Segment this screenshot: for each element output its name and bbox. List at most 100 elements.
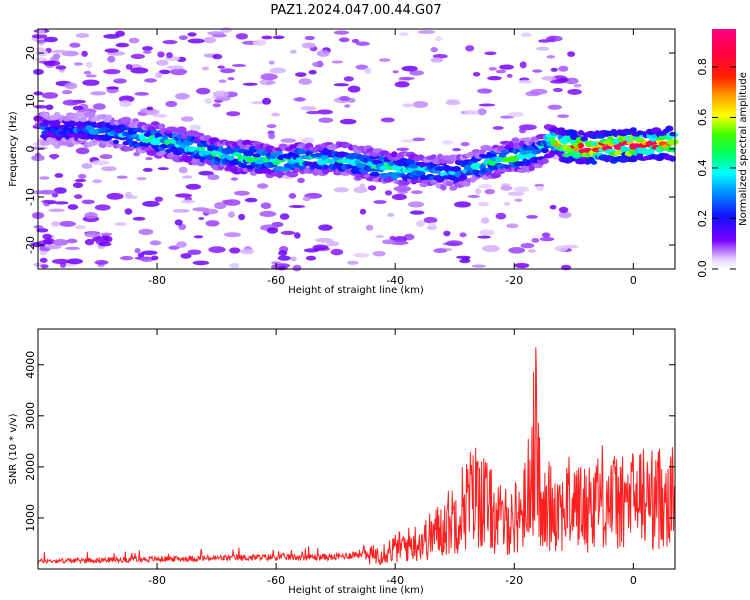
heatmap-cell bbox=[387, 212, 395, 217]
heatmap-cell bbox=[344, 104, 351, 108]
heatmap-cell bbox=[477, 235, 491, 239]
heatmap-cell bbox=[41, 199, 57, 204]
heatmap-cell bbox=[260, 73, 278, 81]
heatmap-cell bbox=[443, 230, 451, 237]
heatmap-cell bbox=[196, 87, 211, 95]
heatmap-y-tick-label: -20 bbox=[24, 236, 37, 254]
heatmap-cell bbox=[541, 232, 551, 238]
heatmap-cell bbox=[277, 266, 287, 271]
heatmap-cell bbox=[445, 240, 463, 247]
heatmap-cell bbox=[226, 155, 235, 161]
heatmap-cell bbox=[198, 170, 214, 176]
heatmap-cell bbox=[541, 76, 557, 81]
heatmap-cell bbox=[266, 227, 279, 234]
heatmap-cell bbox=[112, 139, 120, 145]
heatmap-cell bbox=[92, 103, 106, 110]
heatmap-cell bbox=[72, 182, 84, 189]
chart-title: PAZ1.2024.047.00.44.G07 bbox=[270, 3, 441, 18]
heatmap-cell bbox=[66, 238, 78, 244]
heatmap-y-tick-label: 0 bbox=[24, 146, 37, 153]
heatmap-cell bbox=[149, 240, 162, 246]
snr-y-tick-label: 3000 bbox=[24, 402, 37, 430]
heatmap-cell bbox=[244, 197, 258, 203]
heatmap-cell bbox=[174, 219, 183, 226]
heatmap-cell bbox=[176, 126, 187, 134]
heatmap-cell bbox=[75, 147, 90, 155]
heatmap-cell bbox=[227, 77, 235, 81]
heatmap-cell bbox=[136, 177, 147, 181]
heatmap-cell bbox=[261, 35, 273, 40]
heatmap-cell bbox=[339, 95, 351, 102]
heatmap-cell bbox=[36, 28, 45, 36]
heatmap-cell bbox=[417, 30, 436, 34]
heatmap-cell bbox=[500, 185, 513, 191]
heatmap-cell bbox=[315, 238, 334, 243]
snr-x-tick-label: -60 bbox=[267, 574, 285, 587]
heatmap-cell bbox=[219, 68, 236, 74]
heatmap-cell bbox=[316, 109, 334, 115]
heatmap-cell bbox=[540, 158, 549, 164]
heatmap-cell bbox=[531, 238, 540, 243]
heatmap-cell bbox=[499, 140, 512, 145]
snr-y-tick-label: 1000 bbox=[24, 504, 37, 532]
heatmap-cell bbox=[262, 97, 272, 105]
heatmap-cell bbox=[132, 216, 146, 221]
heatmap-cell bbox=[409, 70, 424, 76]
heatmap-cell bbox=[331, 60, 344, 64]
heatmap-cell bbox=[506, 223, 519, 229]
heatmap-cell bbox=[189, 124, 201, 131]
heatmap-x-ticks: -80 -60 -40 -20 0 bbox=[148, 29, 637, 287]
heatmap-cell bbox=[85, 74, 97, 78]
heatmap-cell bbox=[429, 222, 436, 229]
heatmap-cell bbox=[449, 185, 458, 191]
heatmap-cell bbox=[45, 244, 62, 250]
heatmap-cell bbox=[142, 200, 160, 207]
heatmap-cell bbox=[308, 69, 317, 75]
heatmap-cell bbox=[276, 150, 283, 155]
heatmap-cell bbox=[204, 98, 212, 104]
heatmap-cell bbox=[81, 50, 88, 57]
heatmap-cell bbox=[351, 38, 360, 44]
heatmap-cell bbox=[549, 204, 557, 210]
heatmap-cell bbox=[130, 53, 145, 60]
heatmap-cell bbox=[176, 241, 187, 248]
heatmap-cell bbox=[67, 204, 79, 210]
heatmap-cell bbox=[520, 242, 535, 249]
heatmap-cell bbox=[115, 42, 130, 48]
heatmap-cell bbox=[266, 124, 277, 129]
heatmap-cell bbox=[198, 217, 205, 220]
heatmap-cell bbox=[125, 191, 132, 198]
heatmap-cell bbox=[590, 160, 598, 165]
heatmap-x-tick-label: -60 bbox=[267, 274, 285, 287]
heatmap-cell bbox=[302, 196, 312, 202]
heatmap-cell bbox=[54, 201, 69, 205]
heatmap-cell bbox=[326, 241, 339, 247]
heatmap-cell bbox=[185, 183, 202, 190]
heatmap-cell bbox=[463, 110, 479, 115]
heatmap-cell bbox=[400, 139, 417, 143]
heatmap-cell bbox=[495, 69, 507, 74]
heatmap-cell bbox=[266, 81, 276, 85]
heatmap-cell bbox=[139, 256, 155, 262]
heatmap-cell bbox=[407, 201, 425, 208]
heatmap-cell bbox=[106, 86, 119, 90]
heatmap-cell bbox=[380, 117, 395, 123]
colorbar: 0.0 0.2 0.4 0.6 0.8 Normalized spectral ampl… bbox=[696, 29, 749, 278]
heatmap-cell bbox=[288, 205, 306, 208]
heatmap-cell bbox=[378, 58, 391, 62]
snr-y-tick-label: 4000 bbox=[24, 351, 37, 379]
heatmap-cell bbox=[85, 61, 93, 69]
heatmap-cell bbox=[36, 228, 49, 233]
heatmap-cell bbox=[665, 125, 674, 132]
heatmap-cell bbox=[180, 199, 196, 204]
heatmap-cell bbox=[74, 225, 86, 230]
heatmap-cell bbox=[570, 150, 579, 155]
heatmap-cell bbox=[669, 131, 676, 137]
heatmap-cell bbox=[113, 78, 127, 84]
heatmap-cell bbox=[290, 256, 297, 262]
heatmap-cell bbox=[33, 225, 44, 229]
heatmap-cell bbox=[393, 185, 412, 192]
heatmap-cell bbox=[567, 88, 582, 95]
heatmap-cell bbox=[402, 103, 415, 108]
